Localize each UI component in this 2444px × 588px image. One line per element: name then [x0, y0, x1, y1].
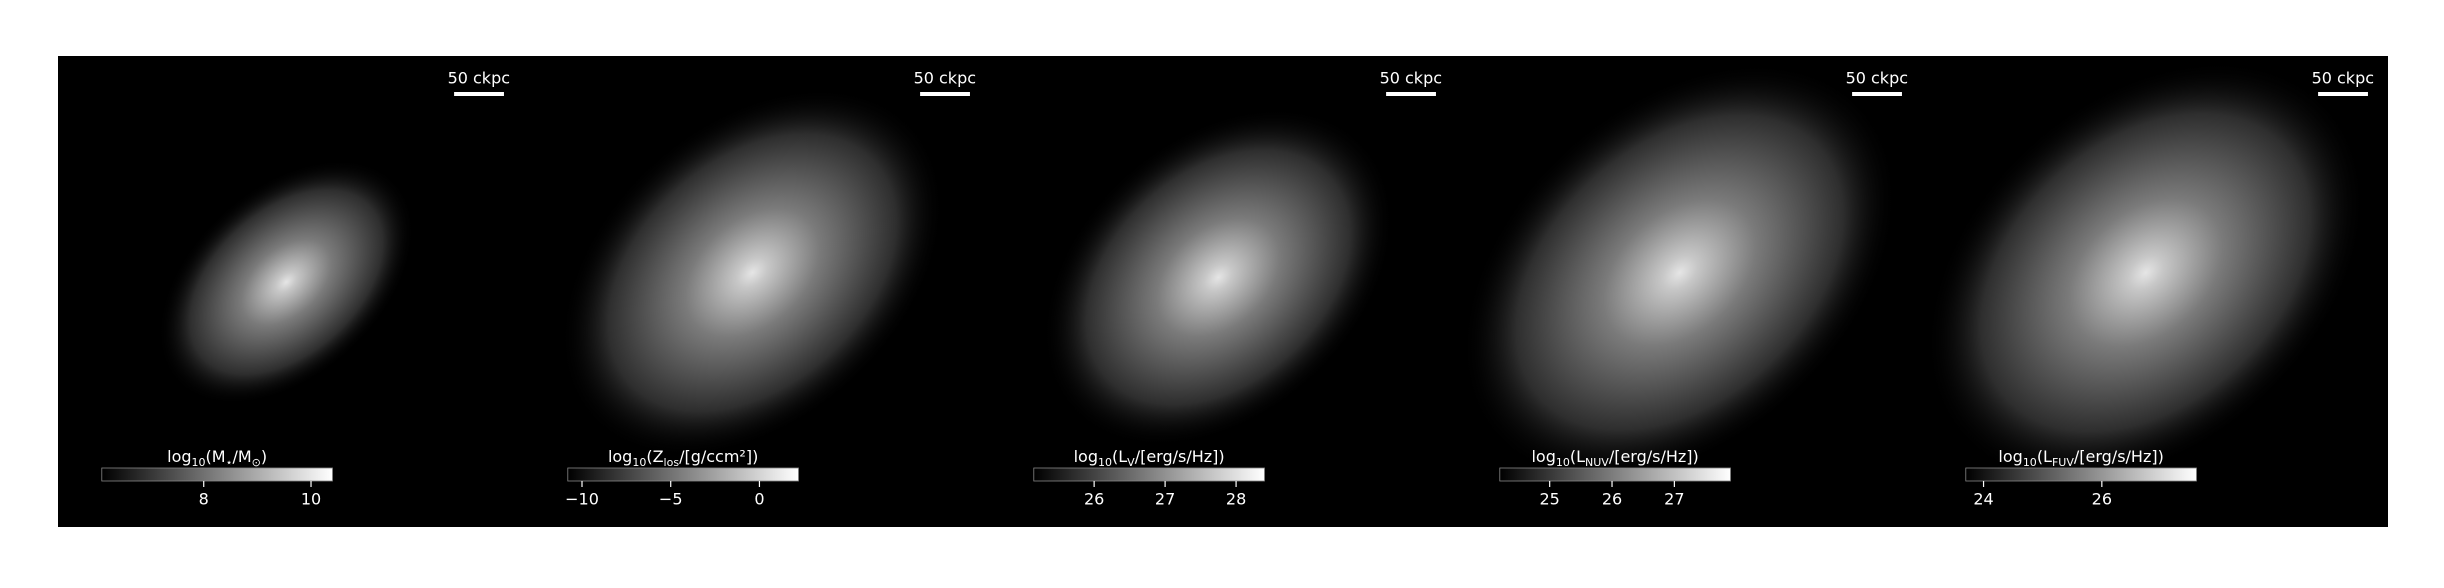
label-part: /[erg/s/Hz]) — [2074, 447, 2164, 466]
scalebar-label: 50 ckpc — [914, 69, 976, 88]
colorbar — [567, 467, 799, 482]
label-part: log — [1074, 447, 1098, 466]
colorbar-label: log10(LFUV/[erg/s/Hz]) — [1998, 447, 2163, 469]
colorbar — [1033, 467, 1265, 482]
scalebar-label: 50 ckpc — [1846, 69, 1908, 88]
colorbar-tick-label: 27 — [1155, 490, 1175, 509]
colorbar-tick-label: 0 — [754, 490, 764, 509]
label-part: (L — [2037, 447, 2052, 466]
label-part: 10 — [1098, 456, 1112, 469]
colorbar-label: log10(LNUV/[erg/s/Hz]) — [1531, 447, 1698, 469]
label-part: log — [608, 447, 632, 466]
label-part: /[g/ccm²]) — [679, 447, 758, 466]
scalebar-label: 50 ckpc — [2312, 69, 2374, 88]
label-part: log — [1531, 447, 1555, 466]
label-part: FUV — [2052, 456, 2074, 469]
galaxy-image — [1461, 63, 1898, 483]
colorbar-tick-label: 27 — [1664, 490, 1684, 509]
galaxy-image — [1042, 107, 1395, 447]
label-part: (Z — [646, 447, 663, 466]
colorbar-tick-label: −10 — [565, 490, 599, 509]
label-part: ⋆ — [226, 456, 233, 469]
label-part: 10 — [1556, 456, 1570, 469]
label-part: 10 — [632, 456, 646, 469]
colorbar-tick-label: −5 — [659, 490, 683, 509]
label-part: log — [1998, 447, 2022, 466]
colorbar-tick-label: 25 — [1539, 490, 1559, 509]
colorbar-tick-label: 24 — [1973, 490, 1993, 509]
colorbar-label: log10(LV/[erg/s/Hz]) — [1074, 447, 1225, 469]
colorbar-tick-label: 26 — [1084, 490, 1104, 509]
scalebar-label: 50 ckpc — [448, 69, 510, 88]
label-part: los — [664, 456, 680, 469]
label-part: /M — [232, 447, 251, 466]
label-part: 10 — [192, 456, 206, 469]
colorbar-tick-label: 28 — [1226, 490, 1246, 509]
colorbar — [1965, 467, 2197, 482]
label-part: /[erg/s/Hz]) — [1135, 447, 1225, 466]
colorbar-label: log10(Zlos/[g/ccm²]) — [608, 447, 758, 469]
label-part: NUV — [1585, 456, 1609, 469]
colorbar-tick-label: 8 — [199, 490, 209, 509]
colorbar-tick-label: 10 — [301, 490, 321, 509]
colorbar — [101, 467, 333, 482]
label-part: (M — [206, 447, 226, 466]
label-part: ⊙ — [252, 456, 261, 469]
colorbar-tick-label: 26 — [1602, 490, 1622, 509]
label-part: (L — [1570, 447, 1585, 466]
galaxy-image — [560, 88, 945, 458]
scalebar-label: 50 ckpc — [1380, 69, 1442, 88]
label-part: (L — [1112, 447, 1127, 466]
colorbar-tick-label: 26 — [2092, 490, 2112, 509]
label-part: ) — [261, 447, 267, 466]
label-part: 10 — [2023, 456, 2037, 469]
colorbar — [1499, 467, 1731, 482]
galaxy-image — [158, 159, 415, 405]
colorbar-label: log10(M⋆/M⊙) — [167, 447, 267, 469]
label-part: V — [1127, 456, 1135, 469]
label-part: /[erg/s/Hz]) — [1609, 447, 1699, 466]
galaxy-image — [1926, 60, 2366, 485]
label-part: log — [167, 447, 191, 466]
